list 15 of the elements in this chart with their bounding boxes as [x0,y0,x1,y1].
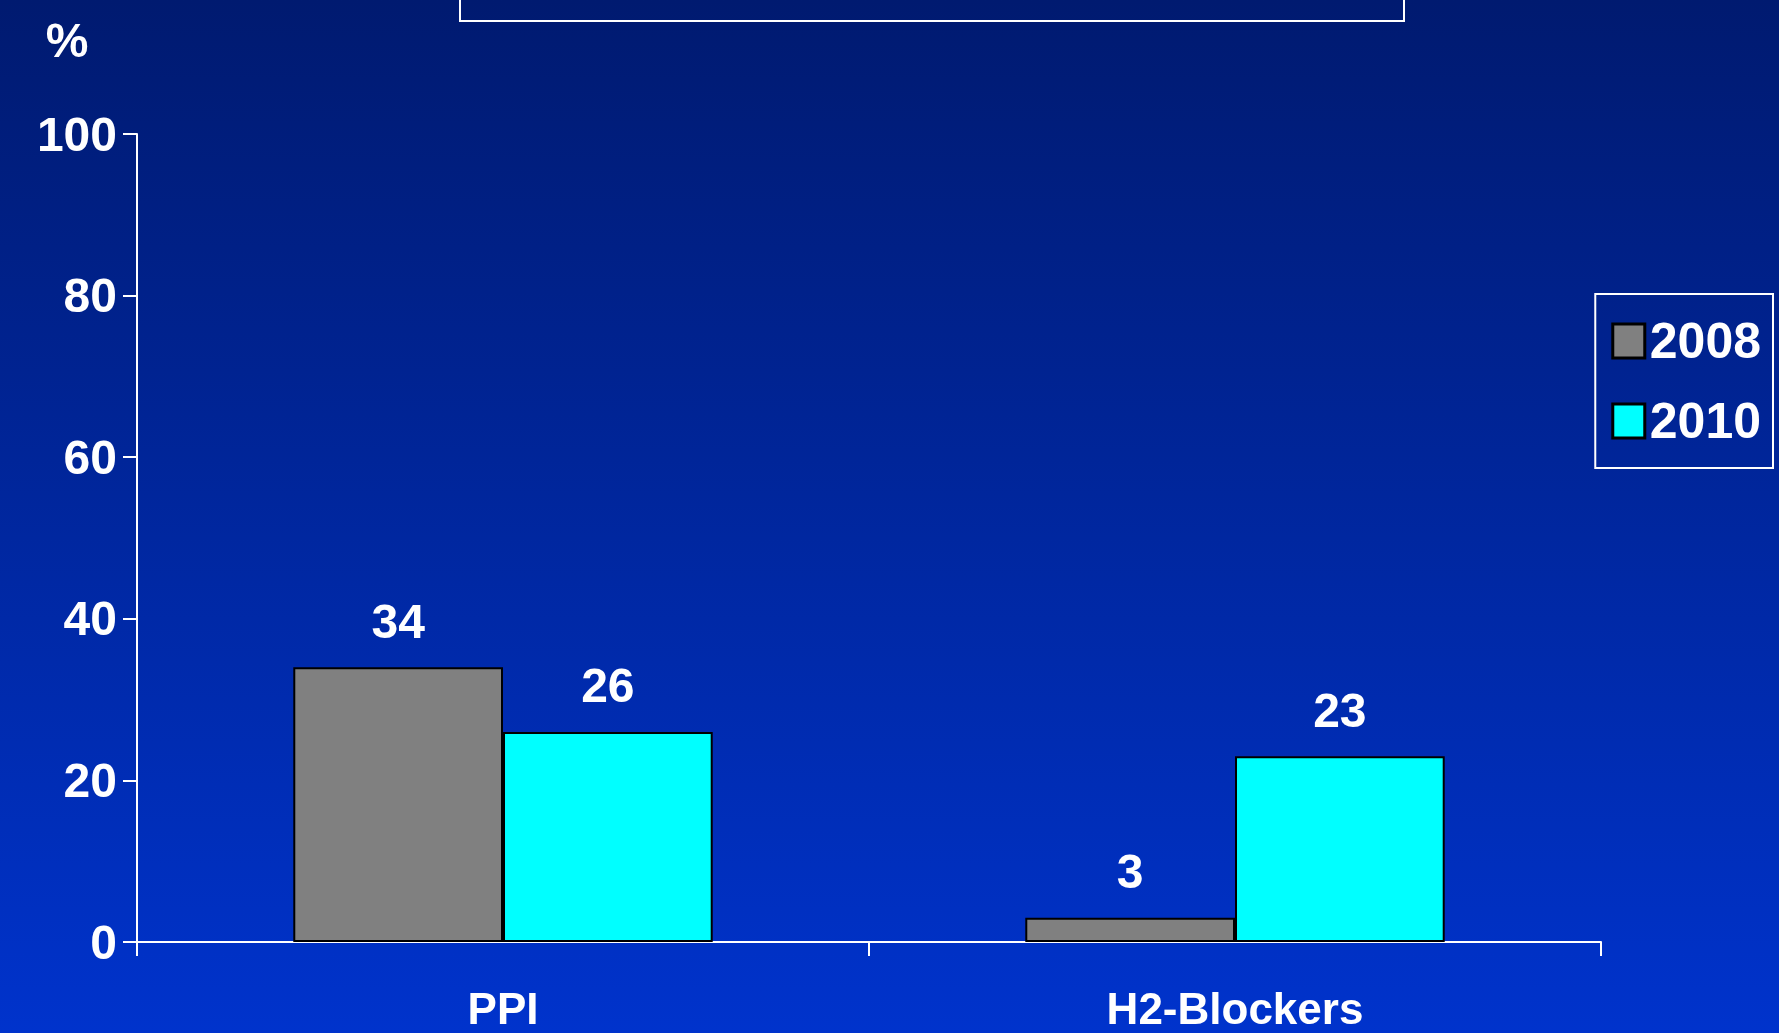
y-axis-title: % [45,13,89,67]
data-label: 26 [581,659,635,713]
y-tick-label: 100 [36,107,117,161]
x-tick-label: H2-Blockers [1106,983,1364,1033]
data-label: 3 [1116,845,1144,899]
y-tick-label: 20 [63,753,117,807]
data-label: 23 [1313,683,1367,737]
y-tick-label: 40 [63,592,117,646]
y-tick-label: 80 [63,269,117,323]
legend-label: 2010 [1649,393,1761,449]
legend-label: 2008 [1649,313,1761,369]
data-label: 34 [371,594,426,648]
y-tick-label: 0 [90,915,117,969]
y-tick-label: 60 [63,430,117,484]
x-tick-label: PPI [467,983,539,1033]
